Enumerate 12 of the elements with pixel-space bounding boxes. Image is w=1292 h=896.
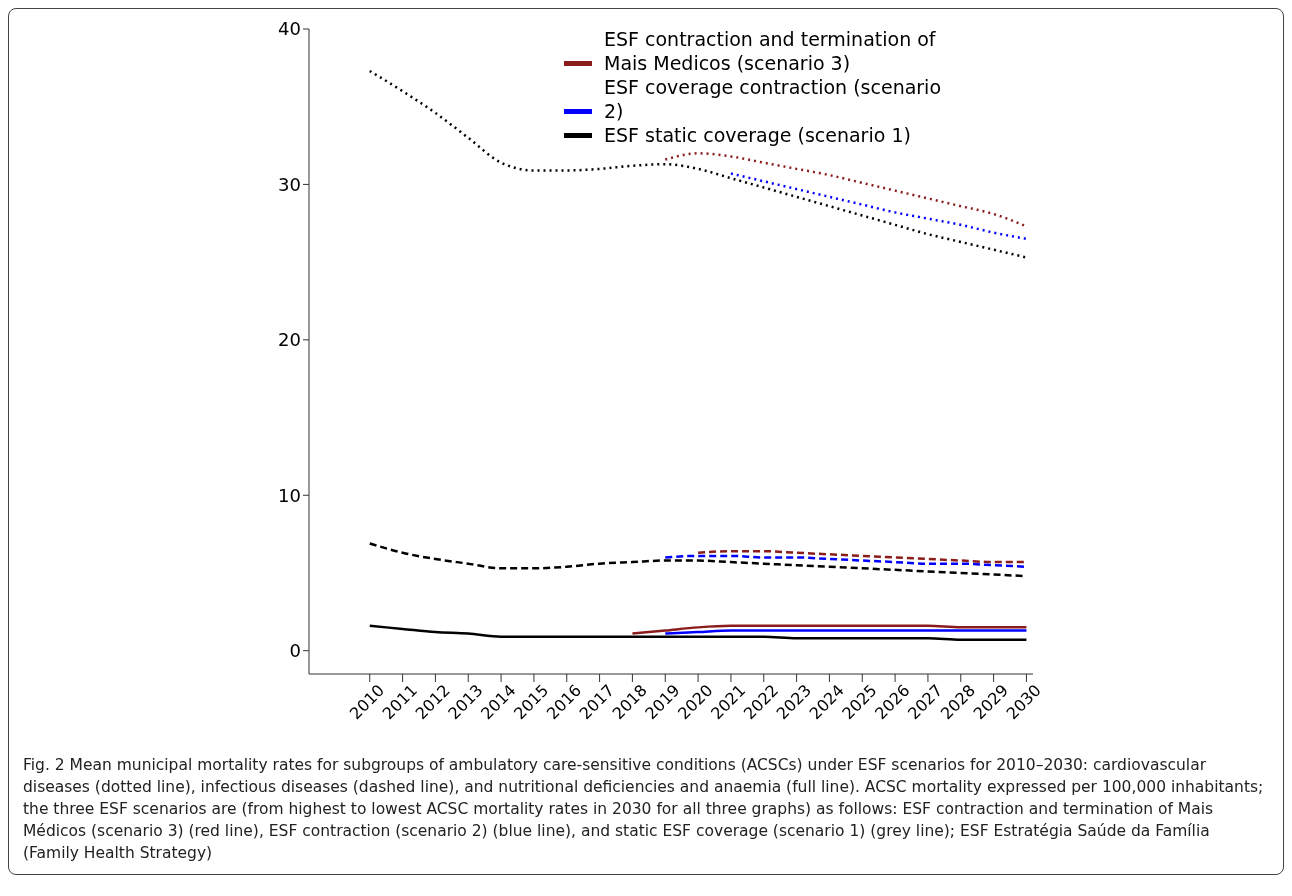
y-tick-label: 40 [278,18,301,40]
y-tick-label: 10 [278,484,301,506]
y-tick-label: 20 [278,329,301,351]
line-series [631,624,1028,635]
y-tick-label: 30 [278,173,301,195]
line-series [368,624,1028,642]
line-series [729,172,1028,241]
caption: Fig. 2 Mean municipal mortality rates for subgroups of ambulatory care-sensitive conditions (ACSCs) under ESF scenarios for 2010–2030: cardiovascular diseases (dotted line), infectious diseases (dashed line), and nutritional deficiencies and anaemia (full line). ACSC mortality expressed per 100,000 inhabitants; the three ESF scenarios are (from highest to lowest ACSC mortality rates in 2030 for all three graphs) as follows: ESF contraction and termination of Mais Médicos (scenario 3) (red line), ESF contraction (scenario 2) (blue line), and static ESF coverage (scenario 1) (grey line); ESF Estratégia Saúde da Família (Family Health Strategy) [22,755,1265,864]
y-tick-label: 0 [289,640,301,662]
legend-label: ESF contraction and termination of Mais Medicos (scenario 3) [604,27,937,75]
legend-label: ESF coverage contraction (scenario 2) [604,75,943,123]
legend-label: ESF static coverage (scenario 1) [604,123,911,147]
